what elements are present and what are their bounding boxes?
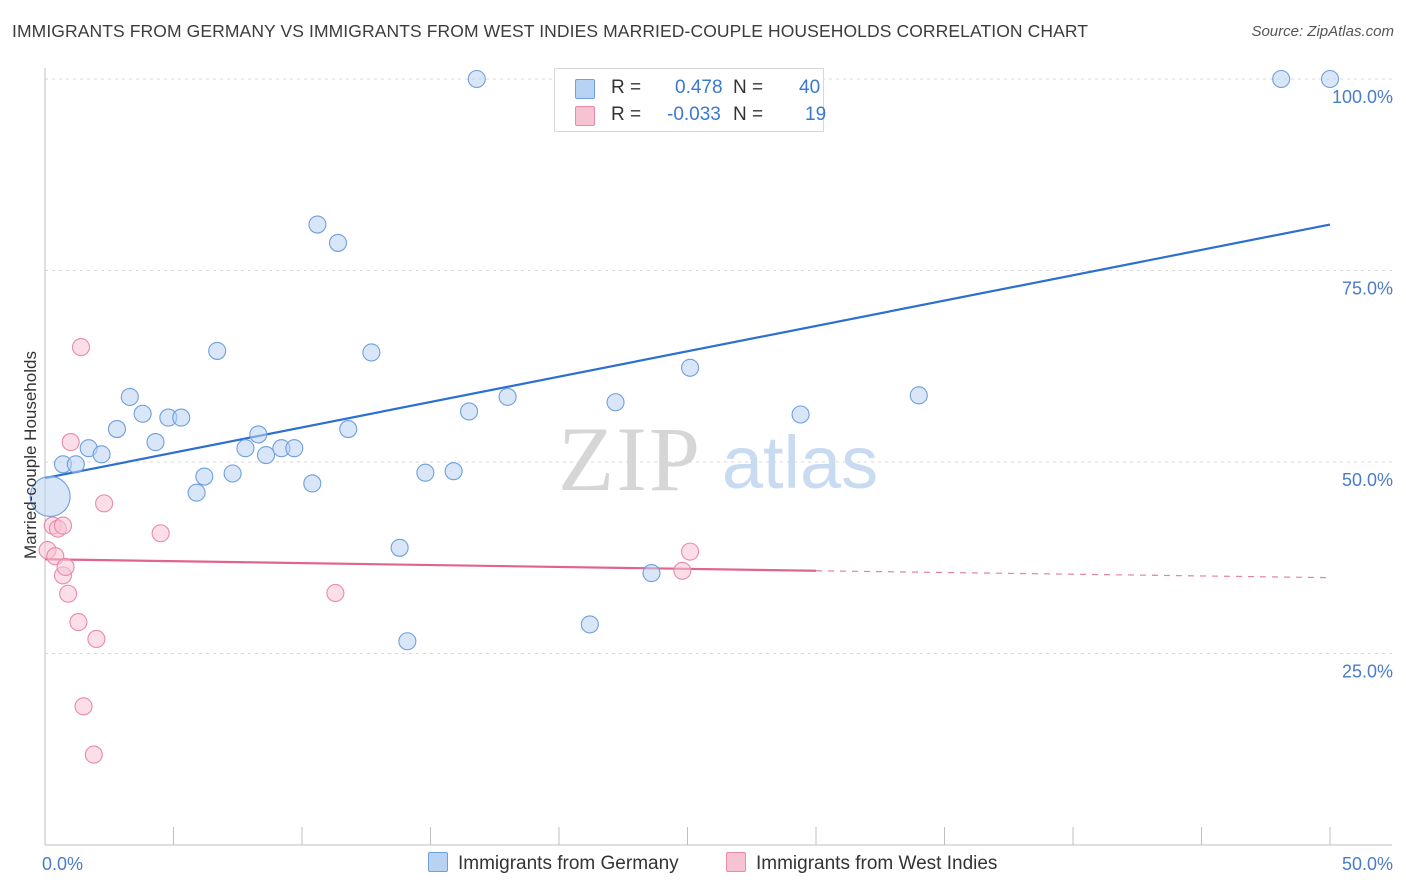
data-point-germany: [92, 445, 111, 464]
trend-line-westindies-dashed: [815, 570, 1331, 579]
data-point-germany: [187, 483, 206, 502]
legend-n-value: 19: [805, 104, 827, 125]
data-point-germany: [1272, 69, 1291, 89]
data-point-germany: [909, 386, 928, 405]
y-tick-label: 50.0%: [1342, 470, 1393, 490]
legend-r-label: R =: [611, 104, 642, 125]
watermark-zip: ZIP: [558, 408, 702, 510]
data-point-germany: [390, 538, 409, 557]
data-point-westindies: [681, 542, 700, 561]
data-point-westindies: [151, 524, 170, 543]
legend-r-label: R =: [611, 77, 642, 98]
data-point-germany: [642, 564, 661, 583]
legend-r-value: 0.478: [675, 77, 723, 98]
data-point-westindies: [326, 583, 345, 603]
data-point-germany: [362, 343, 381, 362]
x-tick-label: 50.0%: [1342, 854, 1393, 874]
legend-r-value: -0.033: [667, 104, 721, 125]
data-point-germany: [236, 439, 255, 458]
watermark: ZIP atlas: [558, 408, 878, 510]
y-tick-label: 25.0%: [1342, 662, 1393, 682]
data-point-westindies: [69, 613, 88, 632]
data-point-germany: [791, 405, 810, 424]
data-point-westindies: [61, 433, 80, 452]
data-point-germany: [444, 462, 463, 481]
data-point-westindies: [95, 494, 114, 513]
data-point-germany: [580, 615, 599, 634]
germany-swatch: [575, 79, 595, 99]
stats-legend: R = 0.478 N = 40 R = -0.033 N = 19: [554, 68, 827, 132]
data-point-germany: [256, 446, 276, 465]
data-point-westindies: [71, 338, 91, 357]
germany-legend-swatch: [428, 852, 448, 872]
axis-layer: 25.0% 50.0% 75.0% 100.0% 0.0% 50.0%: [42, 68, 1393, 874]
data-point-westindies: [87, 629, 106, 648]
legend-label-westindies: Immigrants from West Indies: [756, 853, 998, 874]
data-point-germany: [467, 69, 486, 89]
legend-n-value: 40: [799, 77, 821, 98]
data-point-germany: [285, 439, 304, 458]
data-point-germany: [303, 474, 322, 493]
source-label[interactable]: Source: ZipAtlas.com: [1251, 23, 1394, 40]
legend-n-label: N =: [733, 77, 764, 98]
data-point-germany: [120, 387, 139, 406]
data-point-westindies: [56, 557, 75, 576]
watermark-atlas: atlas: [722, 421, 878, 504]
data-point-germany: [398, 632, 417, 651]
data-point-germany: [208, 341, 227, 360]
y-tick-label: 75.0%: [1342, 279, 1393, 299]
y-axis-label: Married-couple Households: [21, 351, 40, 559]
y-tick-label: 100.0%: [1332, 87, 1393, 107]
data-point-westindies: [74, 697, 93, 716]
westindies-legend-swatch: [726, 852, 746, 872]
chart-title: IMMIGRANTS FROM GERMANY VS IMMIGRANTS FR…: [12, 21, 1089, 41]
data-point-germany: [249, 425, 268, 444]
data-point-germany: [339, 420, 358, 439]
legend-item-westindies[interactable]: Immigrants from West Indies: [726, 852, 997, 875]
data-point-germany: [606, 393, 625, 412]
data-point-germany: [146, 433, 165, 452]
data-point-westindies: [84, 745, 103, 764]
data-point-germany: [195, 467, 214, 486]
data-point-westindies: [53, 516, 73, 535]
data-point-germany: [66, 455, 85, 474]
data-point-germany: [308, 215, 327, 234]
trend-line-westindies: [44, 558, 817, 572]
data-point-germany: [1320, 69, 1340, 89]
data-point-germany: [223, 464, 242, 483]
x-tick-label: 0.0%: [42, 854, 83, 874]
data-point-germany: [328, 233, 348, 252]
data-point-germany: [29, 475, 71, 518]
data-point-germany: [681, 358, 700, 377]
legend-label-germany: Immigrants from Germany: [458, 853, 679, 874]
data-point-germany: [498, 387, 517, 406]
data-point-germany: [459, 402, 479, 421]
data-point-germany: [107, 420, 127, 439]
data-point-westindies: [59, 584, 78, 603]
legend-item-germany[interactable]: Immigrants from Germany: [428, 852, 679, 875]
data-point-germany: [133, 404, 152, 423]
data-point-westindies: [673, 561, 692, 580]
legend-n-label: N =: [733, 104, 764, 125]
data-point-germany: [416, 463, 435, 482]
trend-lines: [44, 223, 1331, 579]
data-point-germany: [172, 408, 191, 427]
grid-layer: [45, 78, 1392, 654]
westindies-swatch: [575, 106, 595, 126]
data-points: [29, 69, 1340, 764]
